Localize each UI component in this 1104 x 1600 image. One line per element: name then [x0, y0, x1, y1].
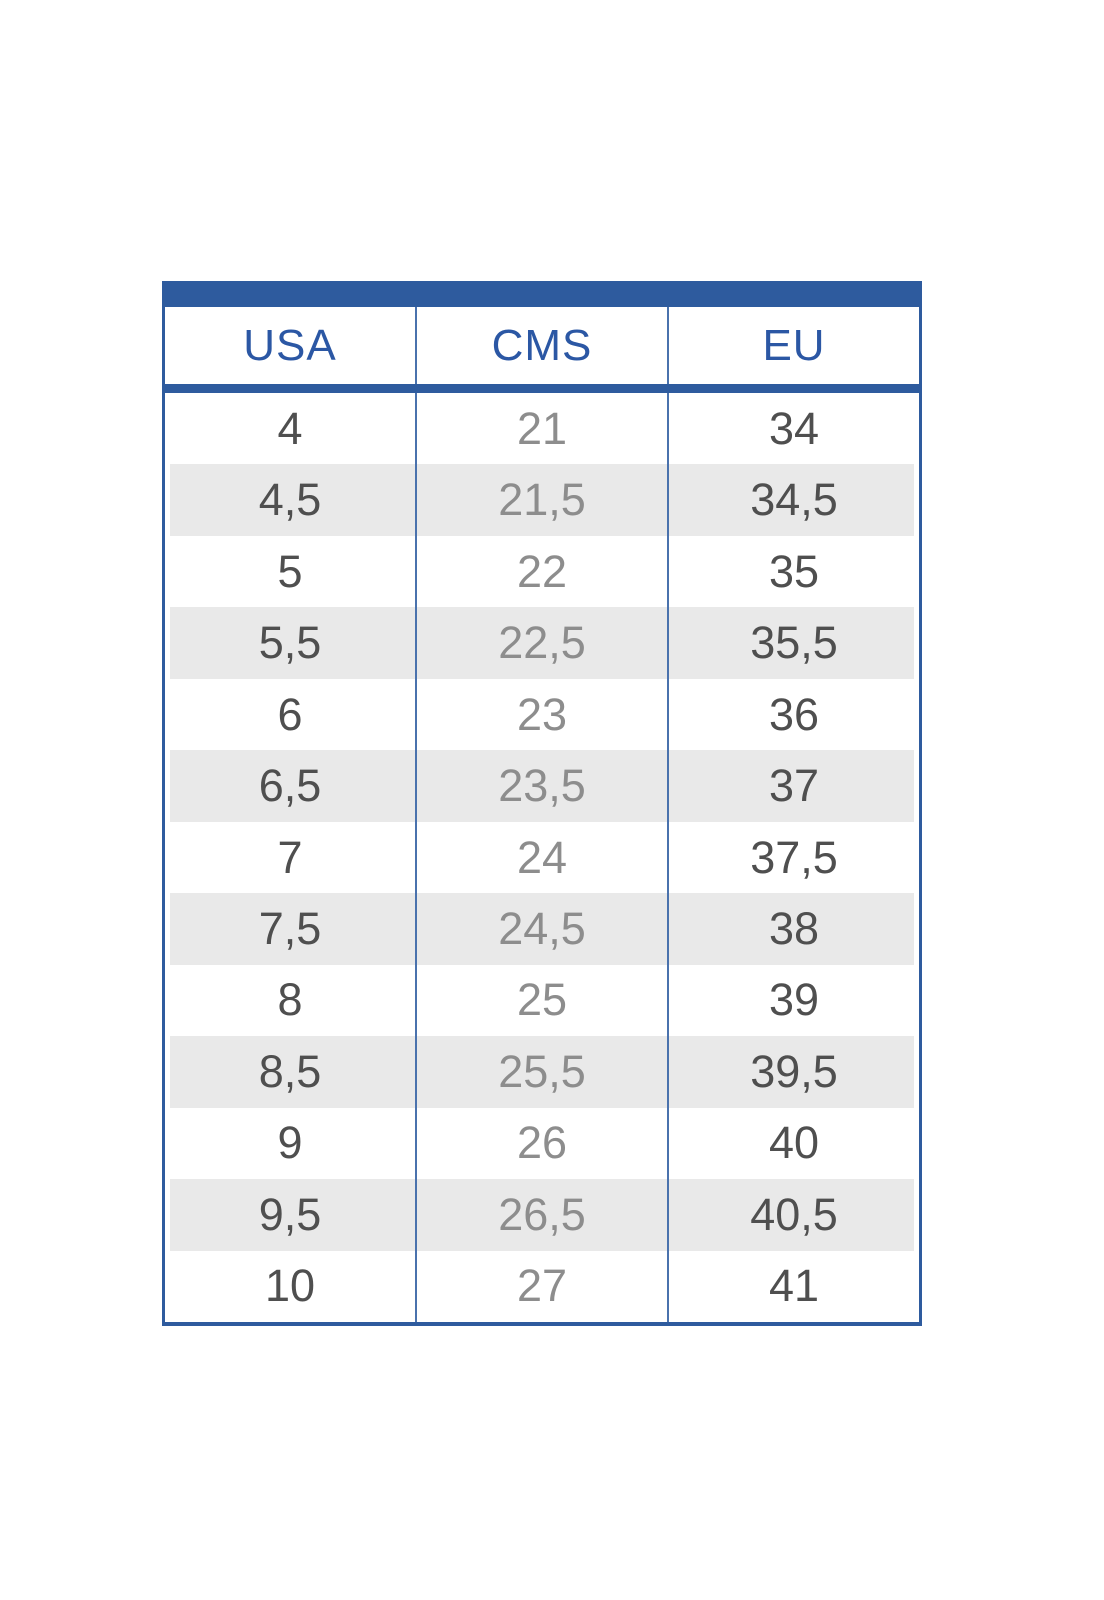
- cell-usa: 9,5: [165, 1179, 417, 1251]
- size-conversion-table: USA CMS EU 4 21 34 4,5 21,5 34,5 5 22 35…: [162, 281, 922, 1326]
- cell-cms: 22,5: [417, 607, 669, 679]
- cell-cms: 24,5: [417, 893, 669, 965]
- table-row: 6,5 23,5 37: [165, 750, 919, 823]
- cell-eu: 35: [768, 545, 820, 597]
- cell-eu: 41: [768, 1260, 820, 1312]
- cell-cms: 23,5: [417, 750, 669, 822]
- table-row: 7 24 37,5: [165, 821, 919, 894]
- cell-usa: 9: [165, 1107, 417, 1180]
- cell-eu: 34: [768, 402, 820, 454]
- table-row: 5,5 22,5 35,5: [165, 607, 919, 680]
- table-top-accent-bar: [162, 281, 922, 307]
- table-row: 8 25 39: [165, 964, 919, 1037]
- table-row: 6 23 36: [165, 678, 919, 751]
- table-row: 8,5 25,5 39,5: [165, 1036, 919, 1109]
- table-row: 10 27 41: [165, 1250, 919, 1323]
- cell-usa: 5,5: [165, 607, 417, 679]
- cell-cms: 25: [417, 964, 669, 1037]
- table-grid: USA CMS EU 4 21 34 4,5 21,5 34,5 5 22 35…: [162, 307, 922, 1326]
- cell-eu: 34,5: [750, 474, 838, 526]
- cell-eu: 39,5: [750, 1045, 838, 1097]
- cell-eu: 35,5: [750, 617, 838, 669]
- column-header-usa: USA: [165, 307, 417, 384]
- cell-usa: 10: [165, 1250, 417, 1323]
- cell-cms: 23: [417, 678, 669, 751]
- table-row: 4 21 34: [165, 393, 919, 465]
- cell-cms: 21,5: [417, 464, 669, 536]
- cell-usa: 6: [165, 678, 417, 751]
- cell-eu: 39: [768, 974, 820, 1026]
- table-header-row: USA CMS EU: [165, 307, 919, 393]
- table-row: 9 26 40: [165, 1107, 919, 1180]
- cell-eu: 37,5: [750, 831, 838, 883]
- column-header-eu: EU: [762, 320, 826, 370]
- cell-eu: 37: [768, 760, 820, 812]
- table-body: 4 21 34 4,5 21,5 34,5 5 22 35 5,5 22,5 3…: [165, 393, 919, 1323]
- cell-usa: 5: [165, 535, 417, 608]
- table-row: 7,5 24,5 38: [165, 893, 919, 966]
- cell-eu: 40,5: [750, 1188, 838, 1240]
- cell-eu: 36: [768, 688, 820, 740]
- cell-usa: 7,5: [165, 893, 417, 965]
- cell-cms: 24: [417, 821, 669, 894]
- cell-usa: 4,5: [165, 464, 417, 536]
- cell-cms: 22: [417, 535, 669, 608]
- cell-usa: 7: [165, 821, 417, 894]
- table-row: 4,5 21,5 34,5: [165, 464, 919, 537]
- cell-eu: 40: [768, 1117, 820, 1169]
- cell-cms: 25,5: [417, 1036, 669, 1108]
- cell-usa: 6,5: [165, 750, 417, 822]
- table-row: 9,5 26,5 40,5: [165, 1179, 919, 1252]
- cell-usa: 8,5: [165, 1036, 417, 1108]
- column-header-cms: CMS: [417, 307, 669, 384]
- cell-usa: 8: [165, 964, 417, 1037]
- cell-cms: 26,5: [417, 1179, 669, 1251]
- cell-usa: 4: [165, 393, 417, 465]
- cell-cms: 21: [417, 393, 669, 465]
- cell-cms: 26: [417, 1107, 669, 1180]
- cell-cms: 27: [417, 1250, 669, 1323]
- cell-eu: 38: [768, 903, 820, 955]
- table-row: 5 22 35: [165, 535, 919, 608]
